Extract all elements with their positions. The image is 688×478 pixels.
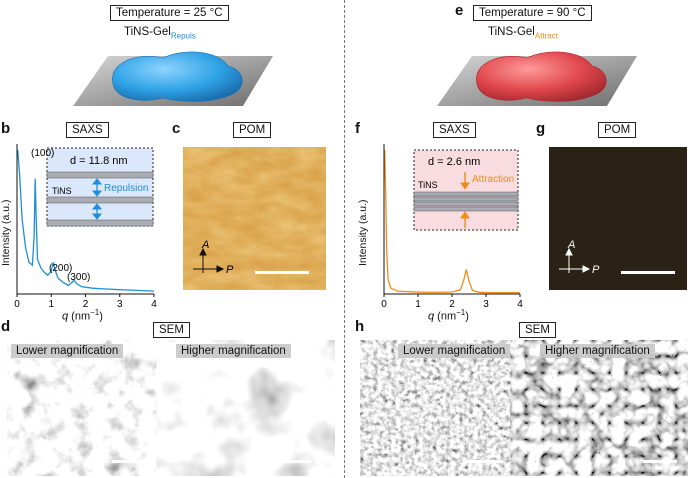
pom-background-right (549, 147, 687, 290)
saxs-plot-right: d = 2.6 nm TiNS Attraction 0 1 2 3 4 (381, 144, 523, 310)
xlabel-right-exp: −1 (456, 308, 466, 317)
saxs-curve (17, 149, 155, 292)
axes-left: 0 1 2 3 4 (14, 144, 157, 310)
xlabel-left-close: ) (99, 310, 103, 323)
tins-label-right: TiNS (418, 180, 438, 190)
ylabel-right: Intensity (a.u.) (357, 199, 369, 266)
pom-title-left: POM (233, 122, 272, 138)
ylabel-left: Intensity (a.u.) (0, 199, 12, 266)
x-tick-label: 3 (483, 299, 489, 310)
x-tick-label: 4 (517, 299, 523, 310)
xlabel-right: q (nm−1) (428, 308, 469, 323)
sem-images-left (7, 340, 335, 476)
sem-low-label-left: Lower magnification (11, 344, 124, 358)
gel-label-sub: Repuls (170, 31, 196, 41)
gel-label-right: TiNS-GelAttract (488, 26, 558, 40)
gel-illustration-right (437, 51, 637, 106)
polarizer-axes-right (559, 247, 591, 273)
panel-letter-e: e (455, 2, 464, 19)
gel-blob-red (476, 51, 607, 102)
pom-title-right: POM (598, 122, 637, 138)
sheet-middle (46, 196, 154, 204)
tins-label-left: TiNS (52, 186, 72, 196)
sem-low-texture-left (7, 340, 168, 476)
x-tick-label: 0 (381, 299, 387, 310)
scale-bar-sem-high-left (275, 460, 311, 463)
xlabel-left-q: q (62, 310, 69, 323)
panel-letter-h: h (355, 318, 365, 335)
pom-image-left: A P (183, 147, 326, 290)
scale-bar-pom-left (255, 271, 309, 274)
polarizer-label-left: P (226, 264, 234, 276)
panel-letter-g: g (536, 120, 546, 137)
sem-high-texture-right (527, 340, 688, 476)
sheet-stack (413, 191, 519, 212)
saxs-title-left: SAXS (66, 122, 109, 138)
x-tick-label: 2 (449, 299, 455, 310)
x-tick-label: 1 (415, 299, 421, 310)
peak-label-300: (300) (67, 272, 90, 283)
sem-high-label-right: Higher magnification (540, 344, 655, 358)
polarizer-axes-left (193, 247, 225, 273)
analyzer-label-right: A (567, 239, 575, 251)
attraction-label: Attraction (472, 174, 514, 185)
xlabel-left-unit: (nm (68, 310, 91, 323)
gel-illustration-left (73, 51, 273, 106)
pom-texture-left (183, 147, 326, 290)
sem-high-label-left: Higher magnification (176, 344, 291, 358)
repulsion-arrows (91, 178, 103, 220)
xlabel-right-q: q (428, 310, 435, 323)
sem-images-right (360, 340, 688, 476)
scale-bar-pom-right (621, 271, 675, 274)
sem-title-left: SEM (153, 322, 190, 338)
xlabel-left: q (nm−1) (62, 308, 103, 323)
x-tick-label: 3 (117, 299, 123, 310)
pom-image-right: A P (549, 147, 687, 290)
scale-bar-sem-high-right (643, 460, 677, 463)
polarizer-label-right: P (592, 264, 600, 276)
gel-label-left: TiNS-GelRepuls (124, 26, 196, 40)
sheet-top (46, 171, 154, 179)
saxs-chart-right (384, 149, 520, 294)
gel-label-base: TiNS-Gel (488, 26, 535, 38)
sem-high-texture-left (173, 340, 335, 476)
x-tick-label: 0 (14, 299, 20, 310)
saxs-curve (384, 149, 520, 294)
sem-title-right: SEM (519, 322, 556, 338)
attraction-arrows (460, 172, 470, 228)
sheet-bottom (46, 219, 154, 227)
scale-bar-sem-low-right (463, 460, 501, 463)
gel-label-sub: Attract (534, 31, 558, 41)
gel-blob-blue (112, 51, 243, 102)
panel-divider (344, 0, 345, 478)
repulsion-label: Repulsion (104, 183, 148, 194)
scale-bar-sem-low-left (112, 460, 150, 463)
saxs-title-right: SAXS (433, 122, 476, 138)
x-tick-label: 1 (48, 299, 54, 310)
sem-low-label-right: Lower magnification (398, 344, 511, 358)
axes-right: 0 1 2 3 4 (381, 144, 523, 310)
temperature-label-left: Temperature = 25 °C (110, 5, 229, 21)
x-tick-label: 2 (83, 299, 89, 310)
sem-low-texture-right (360, 340, 522, 476)
analyzer-label-left: A (201, 239, 209, 251)
xlabel-left-exp: −1 (90, 308, 100, 317)
panel-letter-f: f (355, 120, 360, 137)
panel-letter-c: c (172, 120, 181, 137)
gel-label-base: TiNS-Gel (124, 26, 171, 38)
temperature-label-right: Temperature = 90 °C (473, 5, 592, 21)
panel-letter-d: d (1, 318, 11, 335)
inset-box-left (46, 147, 154, 227)
peak-label-100: (100) (31, 148, 54, 159)
panel-letter-b: b (1, 120, 11, 137)
d-label-left: d = 11.8 nm (70, 155, 128, 167)
d-label-right: d = 2.6 nm (428, 156, 480, 168)
peak-label-200: (200) (49, 263, 72, 274)
saxs-chart-left (17, 149, 155, 292)
xlabel-right-close: ) (465, 310, 469, 323)
x-tick-label: 4 (151, 299, 157, 310)
saxs-plot-left: d = 11.8 nm TiNS Repulsion (100) (200) (… (14, 144, 157, 310)
xlabel-right-unit: (nm (434, 310, 457, 323)
